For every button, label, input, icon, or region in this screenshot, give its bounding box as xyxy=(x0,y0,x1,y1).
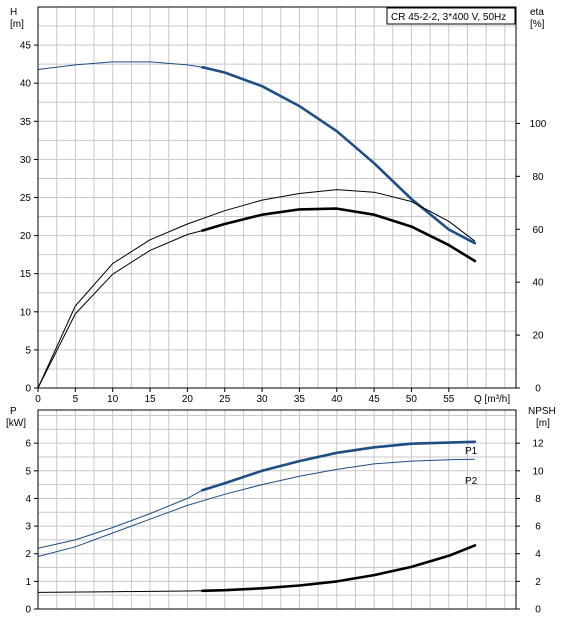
upper-right-tick-label: 100 xyxy=(530,119,547,130)
upper-ticks: 0 5 10 15 20 25 30 35 40 45 0 20 40 60 80 100 0 5 10 15 20 25… xyxy=(20,41,547,405)
series-label-p2: P2 xyxy=(465,476,478,487)
upper-left-axis-name: H xyxy=(10,7,17,18)
lower-series-1-line xyxy=(37,458,475,557)
upper-left-tick-label: 20 xyxy=(20,231,32,242)
x-tick-label: 5 xyxy=(73,394,79,405)
x-tick-label: 25 xyxy=(219,394,231,405)
upper-left-axis-unit: [m] xyxy=(10,19,24,30)
lower-left-tick-label: 2 xyxy=(25,549,31,560)
lower-left-tick-label: 3 xyxy=(25,522,31,533)
upper-series-2-line xyxy=(37,189,476,389)
lower-right-tick-label: 12 xyxy=(532,439,544,450)
lower-right-axis-name: NPSH xyxy=(528,406,556,417)
lower-left-tick-label: 4 xyxy=(25,494,31,505)
upper-left-tick-label: 30 xyxy=(20,155,32,166)
lower-plot-frame xyxy=(37,409,517,610)
lower-left-tick-label: 6 xyxy=(25,439,31,450)
x-tick-label: 20 xyxy=(182,394,194,405)
upper-right-axis-unit: [%] xyxy=(530,19,545,30)
lower-left-tick-label: 5 xyxy=(25,466,31,477)
lower-right-tick-label: 4 xyxy=(535,549,541,560)
x-tick-label: 35 xyxy=(294,394,306,405)
upper-right-tick-label: 20 xyxy=(532,331,544,342)
x-tick-label: 10 xyxy=(107,394,119,405)
x-tick-label: 15 xyxy=(144,394,156,405)
x-axis-label: Q [m³/h] xyxy=(474,394,510,405)
x-tick-label: 30 xyxy=(257,394,269,405)
upper-series-0-duty-range xyxy=(201,65,477,245)
lower-right-tick-label: 8 xyxy=(535,494,541,505)
x-tick-label: 45 xyxy=(369,394,381,405)
upper-right-tick-label: 80 xyxy=(532,172,544,183)
lower-right-tick-label: 6 xyxy=(535,522,541,533)
x-tick-label: 55 xyxy=(443,394,455,405)
lower-left-axis-unit: [kW] xyxy=(6,418,26,429)
x-tick-label: 0 xyxy=(35,394,41,405)
lower-left-tick-label: 0 xyxy=(25,605,31,616)
upper-series-1-duty-range xyxy=(201,207,477,263)
lower-left-tick-label: 1 xyxy=(25,577,31,588)
upper-left-tick-label: 5 xyxy=(25,345,31,356)
upper-right-axis-name: eta xyxy=(530,7,544,18)
lower-right-tick-label: 0 xyxy=(535,605,541,616)
lower-right-tick-label: 10 xyxy=(532,466,544,477)
x-tick-label: 40 xyxy=(331,394,343,405)
upper-right-tick-label: 60 xyxy=(532,225,544,236)
upper-left-tick-label: 25 xyxy=(20,193,32,204)
chart-title: CR 45-2-2, 3*400 V, 50Hz xyxy=(391,12,506,23)
lower-series-0-duty-range xyxy=(201,440,477,492)
upper-left-tick-label: 40 xyxy=(20,79,32,90)
upper-series xyxy=(37,61,477,389)
lower-series-2-duty-range xyxy=(201,544,477,593)
chart-title-box xyxy=(386,7,516,25)
upper-right-tick-label: 40 xyxy=(532,278,544,289)
lower-right-tick-label: 2 xyxy=(535,577,541,588)
upper-left-tick-label: 35 xyxy=(20,117,32,128)
lower-left-axis-name: P xyxy=(10,406,17,417)
upper-left-tick-label: 45 xyxy=(20,41,32,52)
upper-left-tick-label: 10 xyxy=(20,307,32,318)
x-tick-label: 50 xyxy=(406,394,418,405)
upper-left-tick-label: 0 xyxy=(25,384,31,395)
lower-series xyxy=(37,440,477,593)
lower-right-axis-unit: [m] xyxy=(536,418,550,429)
upper-right-tick-label: 0 xyxy=(535,384,541,395)
upper-left-tick-label: 15 xyxy=(20,269,32,280)
series-label-p1: P1 xyxy=(465,446,478,457)
